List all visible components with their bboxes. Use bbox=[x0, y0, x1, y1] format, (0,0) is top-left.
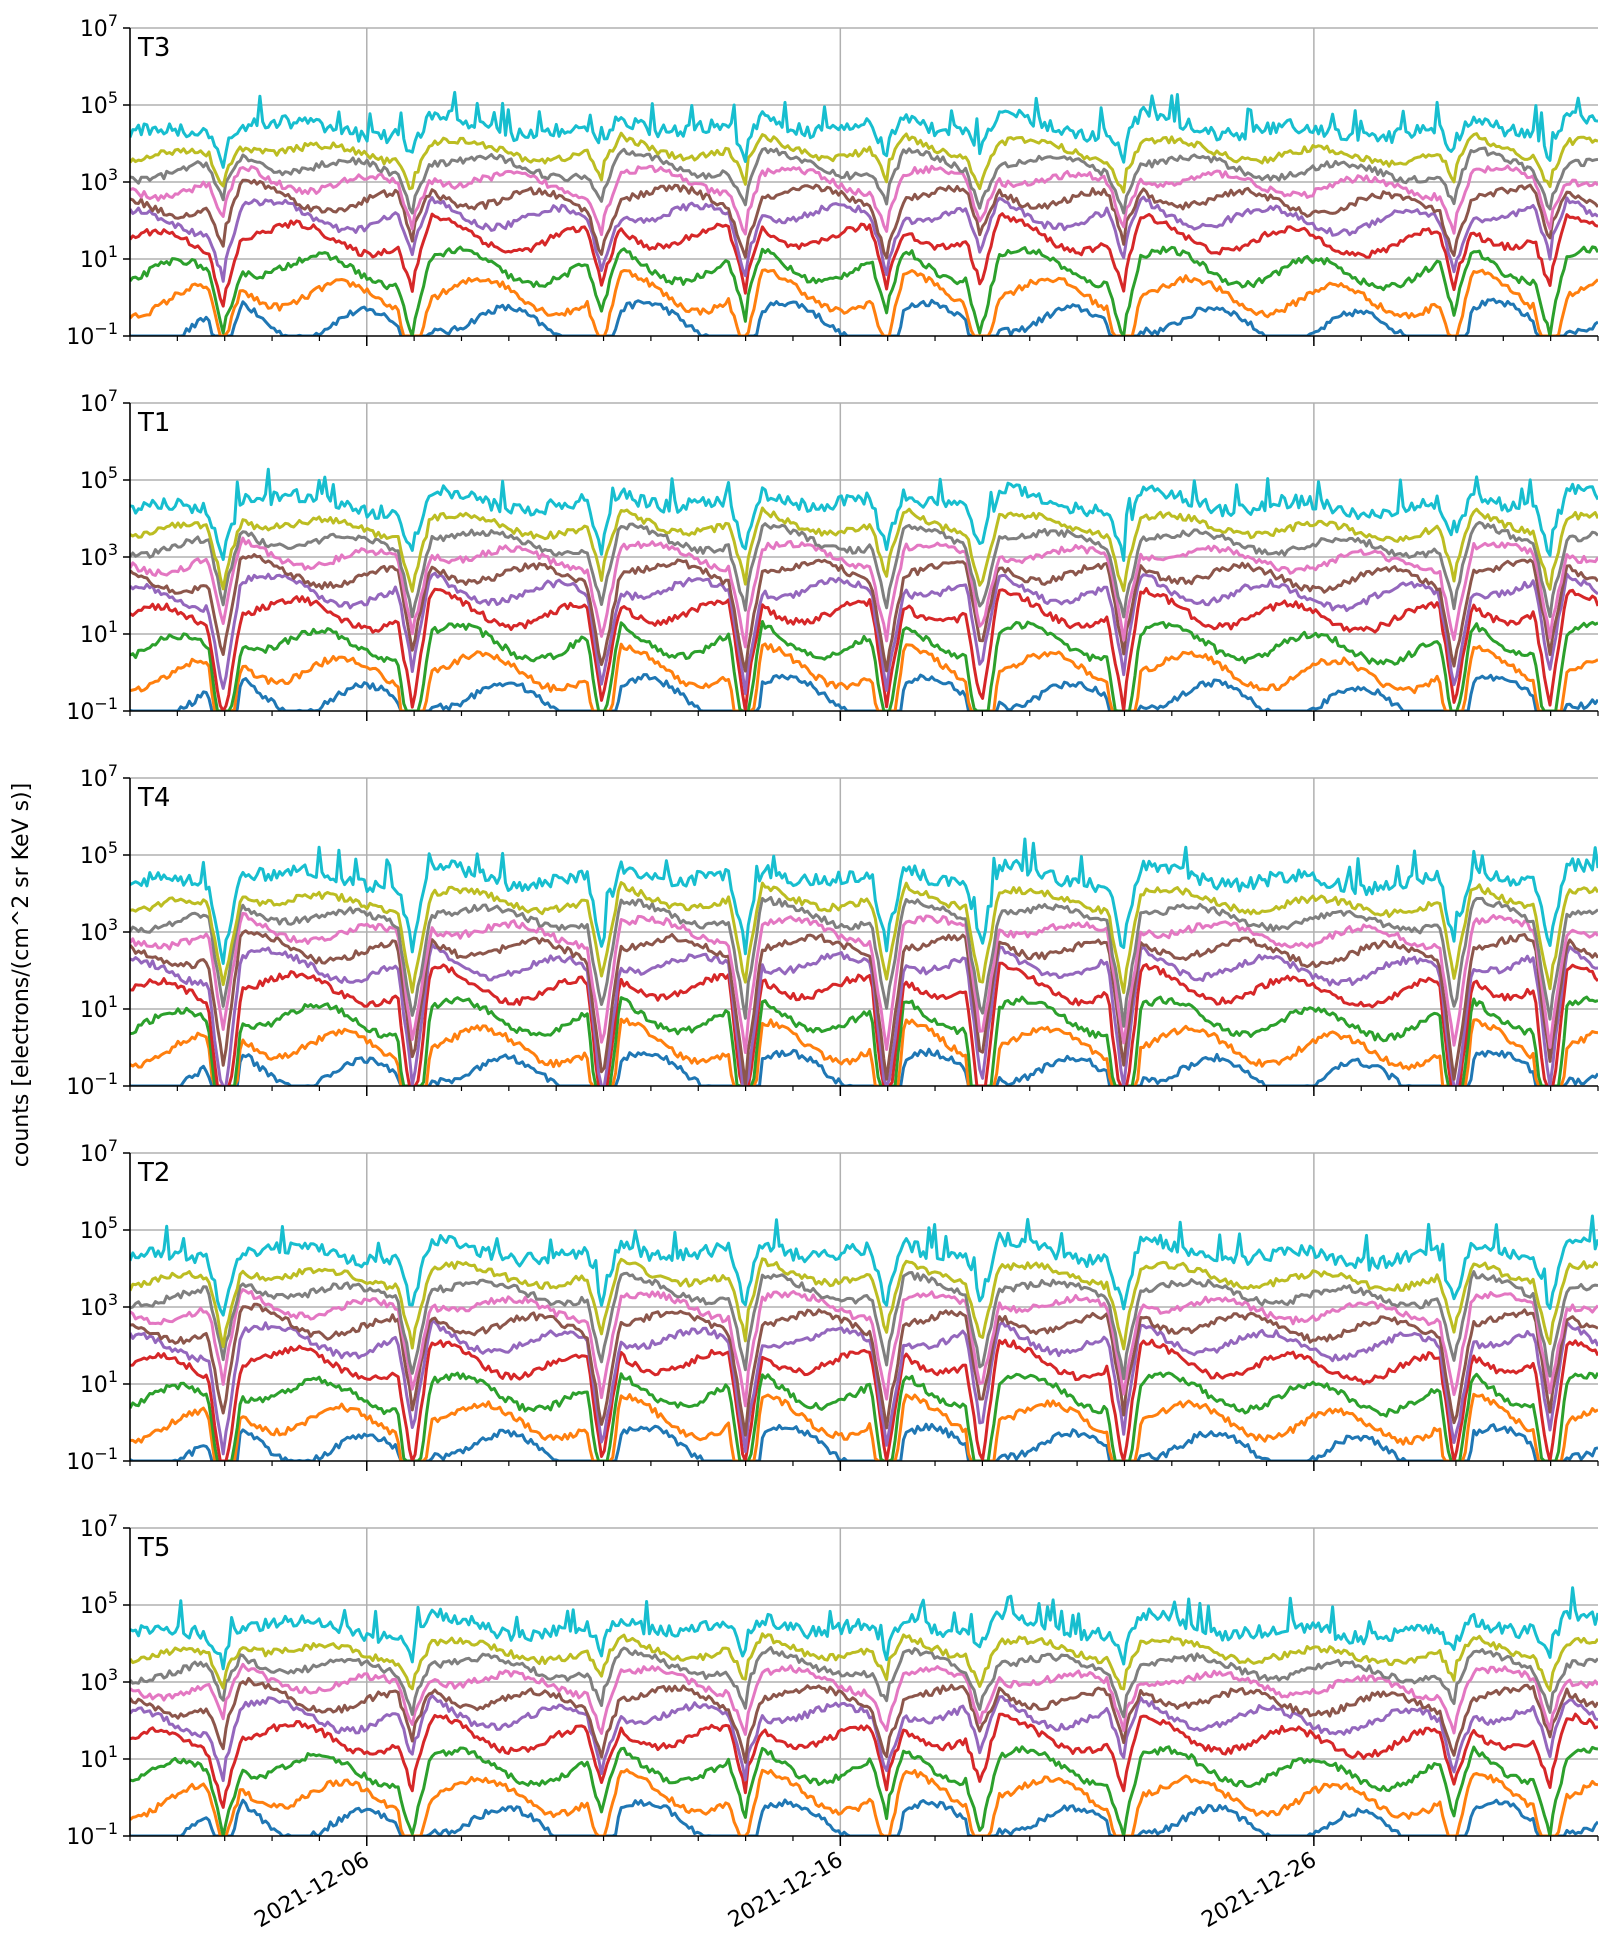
y-tick-label: 105 bbox=[80, 88, 118, 119]
y-tick-label: 103 bbox=[80, 915, 118, 946]
panel-t4: 10−1 101 103 105 107 T4 bbox=[66, 761, 1599, 1100]
series-group bbox=[130, 1586, 1598, 1836]
series-line bbox=[130, 553, 1598, 673]
y-tick-label: 10−1 bbox=[66, 319, 118, 350]
y-tick-label: 101 bbox=[80, 242, 118, 273]
panel-title: T3 bbox=[137, 33, 170, 63]
y-tick-label: 107 bbox=[80, 386, 118, 417]
panel-title: T2 bbox=[137, 1158, 170, 1188]
y-axis-label: counts [electrons/(cm^2 sr KeV s)] bbox=[9, 783, 34, 1167]
series-line bbox=[130, 268, 1598, 336]
series-line bbox=[130, 1288, 1598, 1408]
panels: 10−1101103105107T310−1101103105107T110−1… bbox=[66, 11, 1599, 1850]
series-line bbox=[130, 1302, 1598, 1437]
series-line bbox=[130, 1319, 1598, 1456]
y-tick-label: 107 bbox=[80, 1136, 118, 1167]
series-line bbox=[130, 911, 1598, 1054]
series-line bbox=[130, 1017, 1598, 1086]
series-line bbox=[130, 620, 1598, 711]
series-group bbox=[130, 1214, 1598, 1461]
panel-title: T4 bbox=[137, 783, 170, 813]
series-line bbox=[130, 1768, 1598, 1836]
y-tick-label: 107 bbox=[80, 1511, 118, 1542]
series-line bbox=[130, 146, 1598, 215]
series-line bbox=[130, 1662, 1598, 1736]
y-tick-label: 103 bbox=[80, 165, 118, 196]
y-tick-label: 101 bbox=[80, 1367, 118, 1398]
y-tick-label: 10−1 bbox=[66, 1444, 118, 1475]
panel-title: T5 bbox=[137, 1533, 170, 1563]
series-line bbox=[130, 1632, 1598, 1692]
series-line bbox=[130, 1257, 1598, 1351]
y-tick-label: 107 bbox=[80, 11, 118, 42]
y-tick-label: 101 bbox=[80, 992, 118, 1023]
series-line bbox=[130, 164, 1598, 237]
series-line bbox=[130, 1422, 1598, 1461]
series-line bbox=[130, 587, 1598, 711]
series-line bbox=[130, 195, 1598, 283]
x-tick-label: 2021-12-26 bbox=[1198, 1848, 1321, 1934]
x-tick-label: 2021-12-06 bbox=[251, 1848, 374, 1934]
x-tick-labels: 2021-12-06 2021-12-16 2021-12-26 bbox=[251, 1848, 1321, 1934]
panel-t3: 10−1 101 103 105 107 T3 bbox=[66, 11, 1599, 350]
series-line bbox=[130, 837, 1598, 965]
series-group bbox=[130, 467, 1598, 711]
y-tick-label: 10−1 bbox=[66, 1819, 118, 1850]
series-line bbox=[130, 896, 1598, 1028]
y-tick-label: 105 bbox=[80, 1588, 118, 1619]
series-line bbox=[130, 929, 1598, 1086]
panel-title: T1 bbox=[137, 408, 170, 438]
y-tick-label: 10−1 bbox=[66, 1069, 118, 1100]
series-line bbox=[130, 642, 1598, 711]
series-line bbox=[130, 297, 1598, 336]
series-line bbox=[130, 1270, 1598, 1381]
series-line bbox=[130, 1371, 1598, 1461]
x-tick-label: 2021-12-16 bbox=[724, 1848, 847, 1934]
series-line bbox=[130, 673, 1598, 711]
panel-t5: 10−1 101 103 105 107 T5 bbox=[66, 1511, 1599, 1850]
panel-t1: 10−1 101 103 105 107 T1 bbox=[66, 386, 1599, 725]
y-tick-label: 103 bbox=[80, 540, 118, 571]
series-group bbox=[130, 90, 1598, 336]
y-tick-label: 103 bbox=[80, 1665, 118, 1696]
series-line bbox=[130, 943, 1598, 1086]
series-line bbox=[130, 1694, 1598, 1783]
series-line bbox=[130, 131, 1598, 194]
series-line bbox=[130, 961, 1598, 1086]
series-line bbox=[130, 1676, 1598, 1764]
series-line bbox=[130, 1214, 1598, 1317]
series-line bbox=[130, 1392, 1598, 1461]
series-line bbox=[130, 178, 1598, 260]
series-line bbox=[130, 467, 1598, 562]
series-line bbox=[130, 1047, 1598, 1086]
series-line bbox=[130, 1586, 1598, 1671]
panel-t2: 10−1 101 103 105 107 T2 bbox=[66, 1136, 1599, 1475]
series-line bbox=[130, 90, 1598, 169]
y-tick-label: 107 bbox=[80, 761, 118, 792]
series-line bbox=[130, 506, 1598, 593]
series-line bbox=[130, 1745, 1598, 1836]
series-line bbox=[130, 881, 1598, 995]
series-line bbox=[130, 520, 1598, 619]
y-tick-label: 105 bbox=[80, 463, 118, 494]
series-line bbox=[130, 995, 1598, 1086]
series-line bbox=[130, 212, 1598, 308]
series-line bbox=[130, 1712, 1598, 1809]
y-tick-label: 10−1 bbox=[66, 694, 118, 725]
y-tick-label: 105 bbox=[80, 838, 118, 869]
series-line bbox=[130, 571, 1598, 696]
series-line bbox=[130, 1338, 1598, 1461]
series-group bbox=[130, 837, 1598, 1086]
series-line bbox=[130, 536, 1598, 649]
series-line bbox=[130, 1646, 1598, 1719]
series-line bbox=[130, 245, 1598, 336]
y-tick-label: 103 bbox=[80, 1290, 118, 1321]
y-tick-label: 101 bbox=[80, 617, 118, 648]
series-line bbox=[130, 1798, 1598, 1836]
y-tick-label: 105 bbox=[80, 1213, 118, 1244]
y-tick-label: 101 bbox=[80, 1742, 118, 1773]
